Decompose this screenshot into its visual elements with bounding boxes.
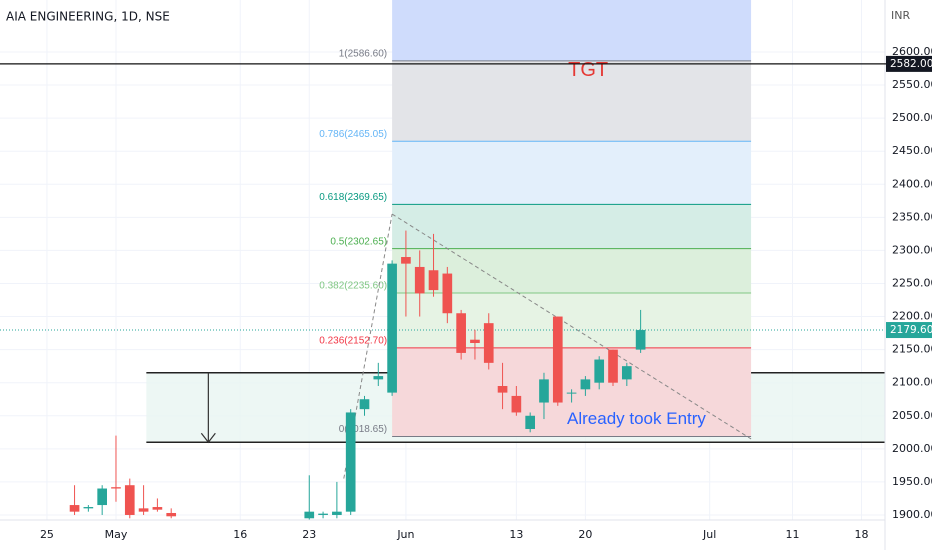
fib-label: 0(2018.65) (339, 424, 387, 435)
y-tick-label: 2500.00 (892, 111, 932, 124)
x-tick-label: 25 (40, 528, 54, 541)
y-tick-label: 2600.00 (892, 45, 932, 58)
candle-body (359, 399, 370, 410)
axes: 1900.00 1950.00 2000.00 2050.00 2100.00 2150.… (40, 45, 932, 541)
x-tick-label: May (105, 528, 128, 541)
candle-body (511, 395, 522, 413)
candle-body (166, 512, 177, 517)
candle-body (456, 313, 466, 353)
candle-body (401, 257, 411, 264)
candle-body (69, 505, 80, 512)
candle-body (483, 323, 494, 363)
candle-body (635, 330, 646, 350)
candle-body (83, 507, 94, 509)
y-tick-label: 1950.00 (892, 475, 932, 488)
candle-body (580, 379, 591, 390)
plot-area: 1(2586.60) 0.786(2465.05) 0.618(2369.65) 0.… (0, 0, 885, 520)
candle-body (111, 487, 121, 489)
candle-body (552, 316, 563, 403)
candle-body (566, 392, 577, 394)
fib-zone (392, 204, 752, 249)
y-tick-label: 2000.00 (892, 442, 932, 455)
x-tick-label: Jun (396, 528, 414, 541)
y-tick-label: 2100.00 (892, 376, 932, 389)
x-tick-label: 16 (233, 528, 247, 541)
candle-body (428, 270, 439, 291)
fib-label: 0.236(2152.70) (319, 335, 387, 346)
trendline (391, 213, 752, 440)
currency: INR (891, 9, 910, 22)
y-tick-label: 2550.00 (892, 78, 932, 91)
candle-body (442, 273, 453, 314)
price-tag-label: 2582.00 (890, 58, 932, 70)
annotation: TGT (568, 59, 608, 81)
candle-body (124, 485, 135, 515)
fib-label: 1(2586.60) (339, 48, 387, 59)
candle-body (594, 359, 605, 383)
price-tag-label: 2179.60 (890, 324, 932, 336)
fib-label: 0.382(2235.60) (319, 281, 387, 292)
annotation: Already took Entry (567, 409, 706, 428)
candle-body (539, 379, 549, 403)
fib-label: 0.786(2465.05) (319, 129, 387, 140)
x-tick-label: 23 (302, 528, 316, 541)
x-tick-label: 20 (578, 528, 592, 541)
y-tick-label: 2300.00 (892, 243, 932, 256)
x-tick-label: 18 (855, 528, 869, 541)
y-tick-label: 2250.00 (892, 276, 932, 289)
y-tick-label: 2450.00 (892, 144, 932, 157)
candle-body (304, 511, 315, 519)
candle-body (97, 488, 108, 506)
y-tick-label: 2350.00 (892, 210, 932, 223)
fib-zone (392, 141, 752, 205)
candle-body (414, 266, 425, 294)
y-tick-label: 2400.00 (892, 177, 932, 190)
candle-body (608, 349, 618, 383)
chart-title: AIA ENGINEERING, 1D, NSE (6, 10, 170, 24)
y-tick-label: 2050.00 (892, 409, 932, 422)
candle-body (525, 415, 536, 429)
candle-body (318, 513, 328, 515)
candle-body (332, 511, 342, 515)
x-tick-label: 11 (785, 528, 799, 541)
candle-body (621, 366, 632, 380)
candle-body (470, 339, 480, 344)
y-tick-label: 1900.00 (892, 508, 932, 521)
price-tag (886, 55, 932, 72)
x-tick-label: Jul (702, 528, 716, 541)
y-tick-label: 2150.00 (892, 343, 932, 356)
price-tag (886, 322, 932, 339)
fib-label: 0.618(2369.65) (319, 192, 387, 203)
fib-zone (392, 60, 752, 142)
candle-body (387, 263, 397, 393)
candle-body (138, 508, 149, 512)
candle-body (373, 376, 384, 380)
y-tick-label: 2200.00 (892, 310, 932, 323)
candle-body (152, 507, 163, 510)
arrow (200, 372, 216, 444)
candle-body (497, 385, 508, 393)
fib-zone (392, 0, 752, 61)
fib-label: 0.5(2302.65) (330, 236, 387, 247)
x-tick-label: 13 (509, 528, 523, 541)
candle-body (345, 412, 356, 512)
